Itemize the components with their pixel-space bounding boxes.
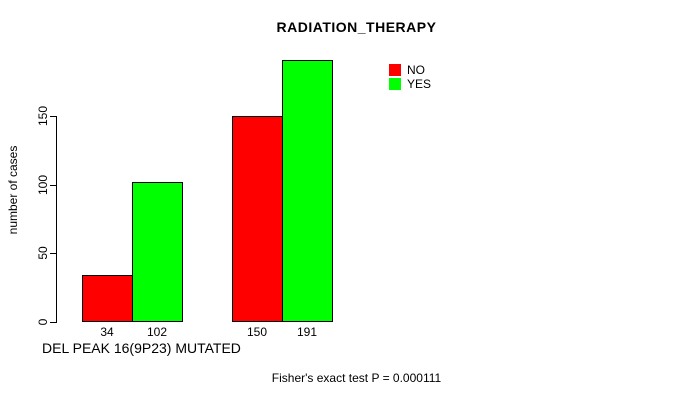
legend-label-yes: YES xyxy=(407,76,432,91)
y-tick-mark-0 xyxy=(50,322,56,323)
legend-label-no: NO xyxy=(407,62,425,77)
y-tick-label-50: 50 xyxy=(36,246,50,261)
bar-value-label-150: 150 xyxy=(246,325,268,339)
x-axis-title: DEL PEAK 16(9P23) MUTATED xyxy=(42,340,241,356)
bar-no-group2 xyxy=(232,116,283,322)
y-tick-mark-50 xyxy=(50,253,56,255)
bar-no-group1 xyxy=(82,275,133,322)
bar-yes-group1 xyxy=(132,182,183,322)
bar-yes-group2 xyxy=(282,60,333,322)
legend-swatch-no-icon xyxy=(389,63,401,76)
legend-swatch-yes-icon xyxy=(389,77,401,90)
bar-value-label-102: 102 xyxy=(146,325,168,339)
legend: NO YES xyxy=(389,63,431,91)
legend-item-yes: YES xyxy=(389,77,431,90)
y-tick-label-150: 150 xyxy=(36,105,50,127)
y-axis-title: number of cases xyxy=(6,145,20,235)
y-axis-line xyxy=(56,116,57,323)
stat-annotation: Fisher's exact test P = 0.000111 xyxy=(271,371,442,385)
y-tick-label-100: 100 xyxy=(36,174,50,195)
bar-value-label-34: 34 xyxy=(100,325,114,339)
legend-item-no: NO xyxy=(389,63,431,76)
y-tick-mark-100 xyxy=(50,184,56,186)
bar-value-label-191: 191 xyxy=(296,325,318,339)
y-tick-label-0: 0 xyxy=(36,318,50,326)
y-tick-mark-150 xyxy=(50,116,56,117)
chart-title: RADIATION_THERAPY xyxy=(276,19,437,35)
